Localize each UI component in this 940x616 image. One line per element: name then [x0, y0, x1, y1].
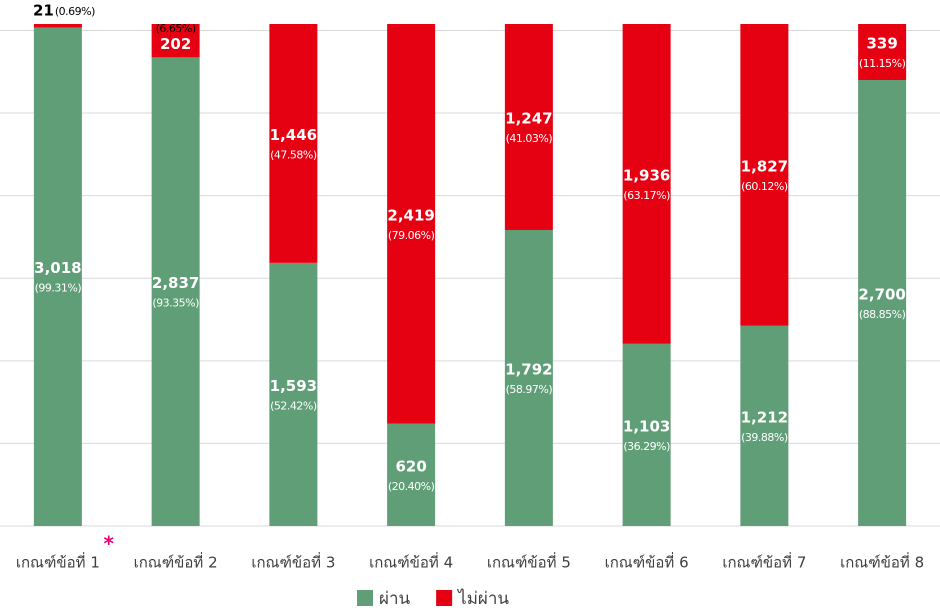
percent-label: (36.29%): [623, 440, 670, 453]
value-label: 2,419: [387, 206, 434, 224]
percent-label: (88.85%): [859, 308, 906, 321]
x-tick-label: เกณฑ์ข้อที่ 8: [840, 552, 924, 572]
bar-segment: [740, 24, 789, 326]
x-tick-label: เกณฑ์ข้อที่ 6: [605, 552, 689, 572]
percent-label: (20.40%): [388, 480, 435, 493]
bar-segment: [269, 24, 318, 263]
value-label: 1,212: [741, 408, 788, 426]
x-tick-label: เกณฑ์ข้อที่ 3: [251, 552, 335, 572]
bar-segment: [33, 24, 82, 28]
percent-label: (52.42%): [270, 399, 317, 412]
bar-segment: [504, 24, 553, 230]
percent-label: (6.65%): [156, 22, 196, 35]
legend-label: ไม่ผ่าน: [456, 588, 509, 609]
bar-segment: [622, 24, 671, 344]
percent-label: (41.03%): [506, 132, 553, 145]
legend-label: ผ่าน: [379, 589, 411, 609]
x-tick-label: เกณฑ์ข้อที่ 7: [722, 552, 806, 572]
x-tick-label: เกณฑ์ข้อที่ 2: [134, 552, 218, 572]
percent-label: (0.69%): [55, 5, 95, 18]
value-label: 1,103: [623, 417, 670, 435]
x-tick-label: เกณฑ์ข้อที่ 1: [16, 552, 100, 572]
value-label: 1,446: [270, 126, 317, 144]
percent-label: (39.88%): [741, 431, 788, 444]
value-label: 2,837: [152, 274, 199, 292]
bar-segment: [504, 229, 553, 527]
percent-label: (93.35%): [152, 297, 199, 310]
bar-segment: [269, 262, 318, 526]
bar-segment: [387, 423, 436, 526]
percent-label: (63.17%): [623, 189, 670, 202]
value-label: 339: [866, 34, 897, 52]
value-label: 1,247: [505, 109, 552, 127]
percent-label: (58.97%): [506, 383, 553, 396]
value-label: 3,018: [34, 259, 81, 277]
percent-label: (79.06%): [388, 229, 435, 242]
percent-label: (47.58%): [270, 148, 317, 161]
legend-swatch: [436, 590, 453, 606]
bar-segment: [151, 24, 200, 58]
value-label: 202: [160, 35, 191, 53]
bar-segment: [622, 343, 671, 526]
bar-segment: [387, 24, 436, 424]
value-label: 1,593: [270, 377, 317, 395]
bar-segment: [858, 79, 907, 527]
annotation: *: [104, 532, 115, 556]
value-label: 1,792: [505, 360, 552, 378]
percent-label: (60.12%): [741, 180, 788, 193]
bar-segment: [858, 24, 907, 80]
x-tick-label: เกณฑ์ข้อที่ 4: [369, 552, 453, 572]
percent-label: (11.15%): [859, 57, 906, 70]
x-tick-label: เกณฑ์ข้อที่ 5: [487, 552, 571, 572]
value-label: 620: [395, 457, 426, 475]
value-label: 2,700: [858, 285, 905, 303]
bar-segment: [151, 57, 200, 526]
value-label: 1,827: [741, 157, 788, 175]
value-label: 1,936: [623, 166, 670, 184]
legend-swatch: [357, 590, 373, 606]
bar-segment: [33, 27, 82, 527]
value-label: 21: [33, 2, 54, 20]
bar-segment: [740, 325, 789, 526]
percent-label: (99.31%): [35, 282, 82, 295]
